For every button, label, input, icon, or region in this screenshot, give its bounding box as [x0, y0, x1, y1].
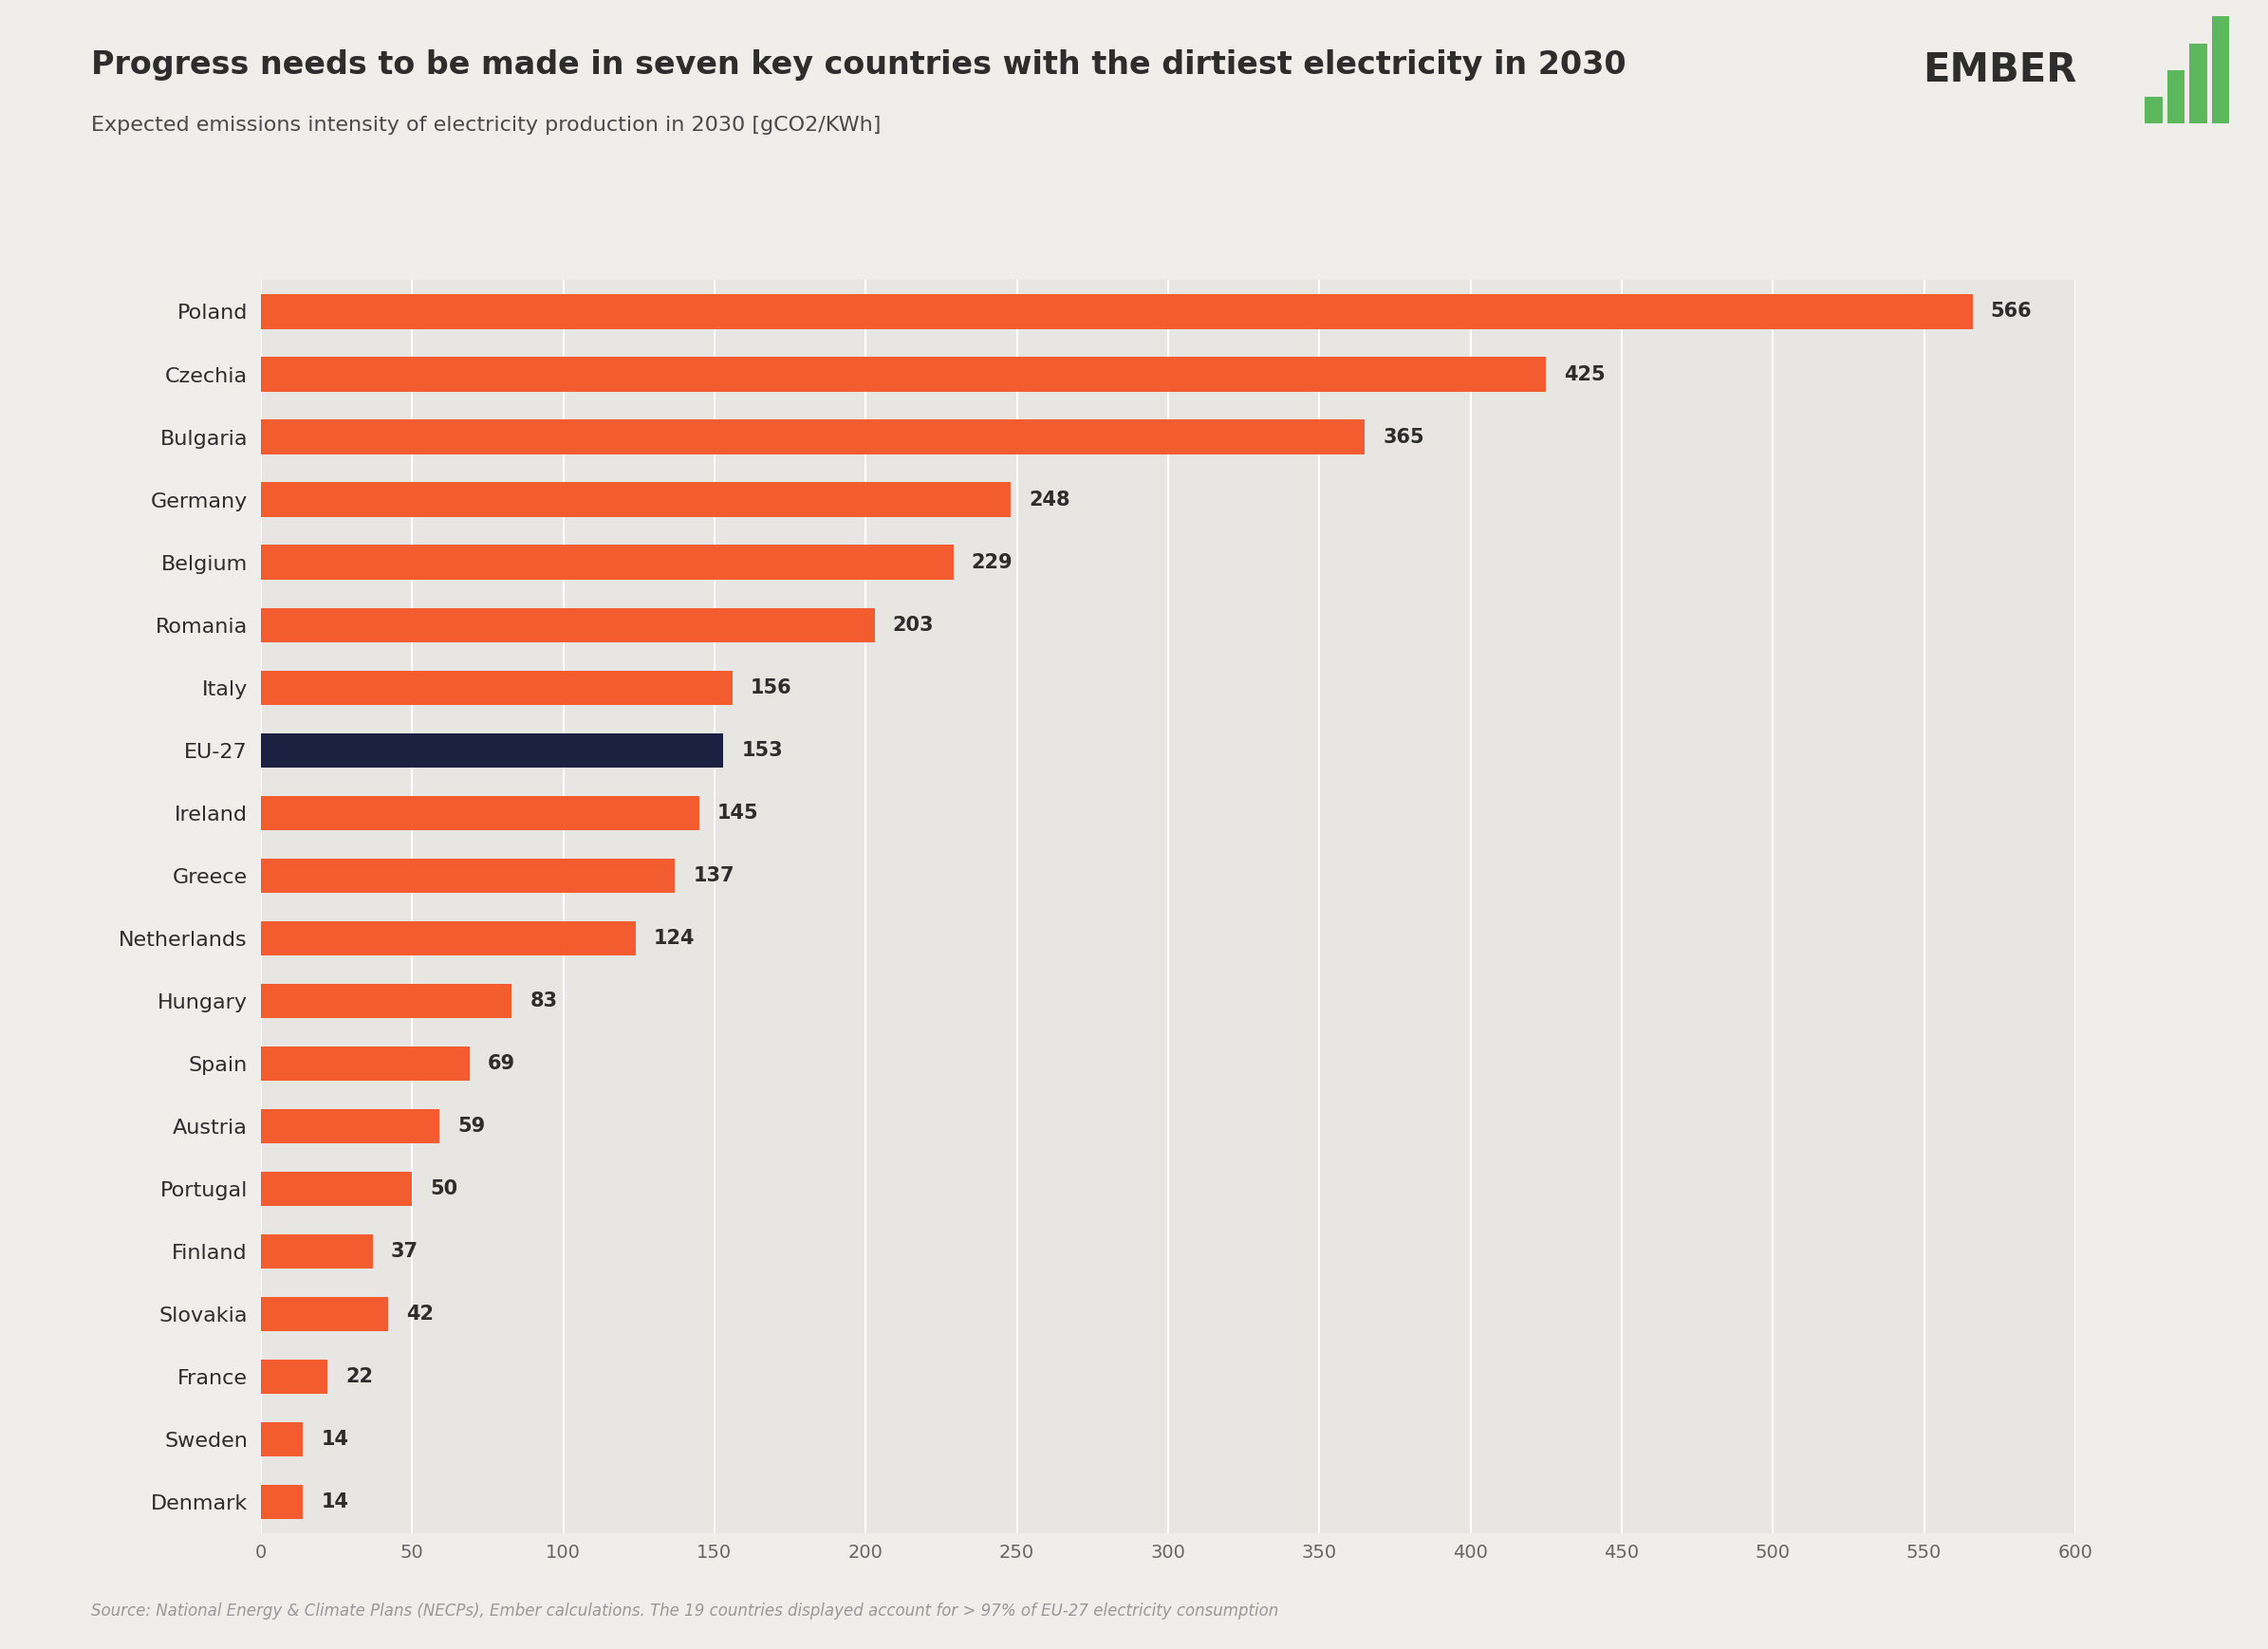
Text: 14: 14: [322, 1492, 349, 1512]
Bar: [261, 922, 635, 955]
Text: 203: 203: [894, 615, 934, 635]
Text: 425: 425: [1565, 364, 1606, 384]
Bar: [261, 1360, 327, 1393]
Text: 14: 14: [322, 1430, 349, 1449]
Text: 156: 156: [751, 678, 792, 698]
Bar: [261, 1423, 304, 1456]
Text: 50: 50: [431, 1179, 458, 1199]
Bar: [2146, 97, 2161, 124]
Bar: [261, 796, 699, 829]
Text: 59: 59: [458, 1116, 485, 1136]
Text: 42: 42: [406, 1304, 433, 1324]
Bar: [2211, 16, 2229, 124]
Bar: [261, 546, 953, 579]
Text: 153: 153: [742, 740, 782, 760]
Text: 137: 137: [694, 866, 735, 886]
Text: Expected emissions intensity of electricity production in 2030 [gCO2/KWh]: Expected emissions intensity of electric…: [91, 115, 880, 135]
Text: 566: 566: [1991, 302, 2032, 322]
Bar: [261, 1235, 372, 1268]
Bar: [261, 358, 1547, 391]
Bar: [261, 608, 875, 641]
Bar: [2189, 43, 2207, 124]
Bar: [261, 1047, 469, 1080]
Text: 145: 145: [717, 803, 760, 823]
Bar: [261, 859, 676, 892]
Bar: [261, 483, 1012, 516]
Bar: [261, 295, 1973, 328]
Text: 124: 124: [653, 928, 696, 948]
Bar: [2168, 69, 2184, 124]
Bar: [261, 420, 1365, 453]
Bar: [261, 671, 733, 704]
Text: 248: 248: [1030, 490, 1070, 510]
Text: EMBER: EMBER: [1923, 49, 2077, 91]
Bar: [261, 734, 723, 767]
Text: 37: 37: [390, 1242, 417, 1261]
Bar: [261, 1298, 388, 1331]
Text: Source: National Energy & Climate Plans (NECPs), Ember calculations. The 19 coun: Source: National Energy & Climate Plans …: [91, 1603, 1279, 1619]
Text: 229: 229: [971, 552, 1014, 572]
Text: 22: 22: [345, 1367, 372, 1387]
Bar: [261, 984, 513, 1017]
Bar: [261, 1110, 440, 1143]
Text: Progress needs to be made in seven key countries with the dirtiest electricity i: Progress needs to be made in seven key c…: [91, 49, 1626, 81]
Bar: [261, 1172, 413, 1205]
Text: 69: 69: [488, 1054, 515, 1073]
Text: 365: 365: [1383, 427, 1424, 447]
Bar: [261, 1486, 304, 1519]
Text: 83: 83: [531, 991, 558, 1011]
